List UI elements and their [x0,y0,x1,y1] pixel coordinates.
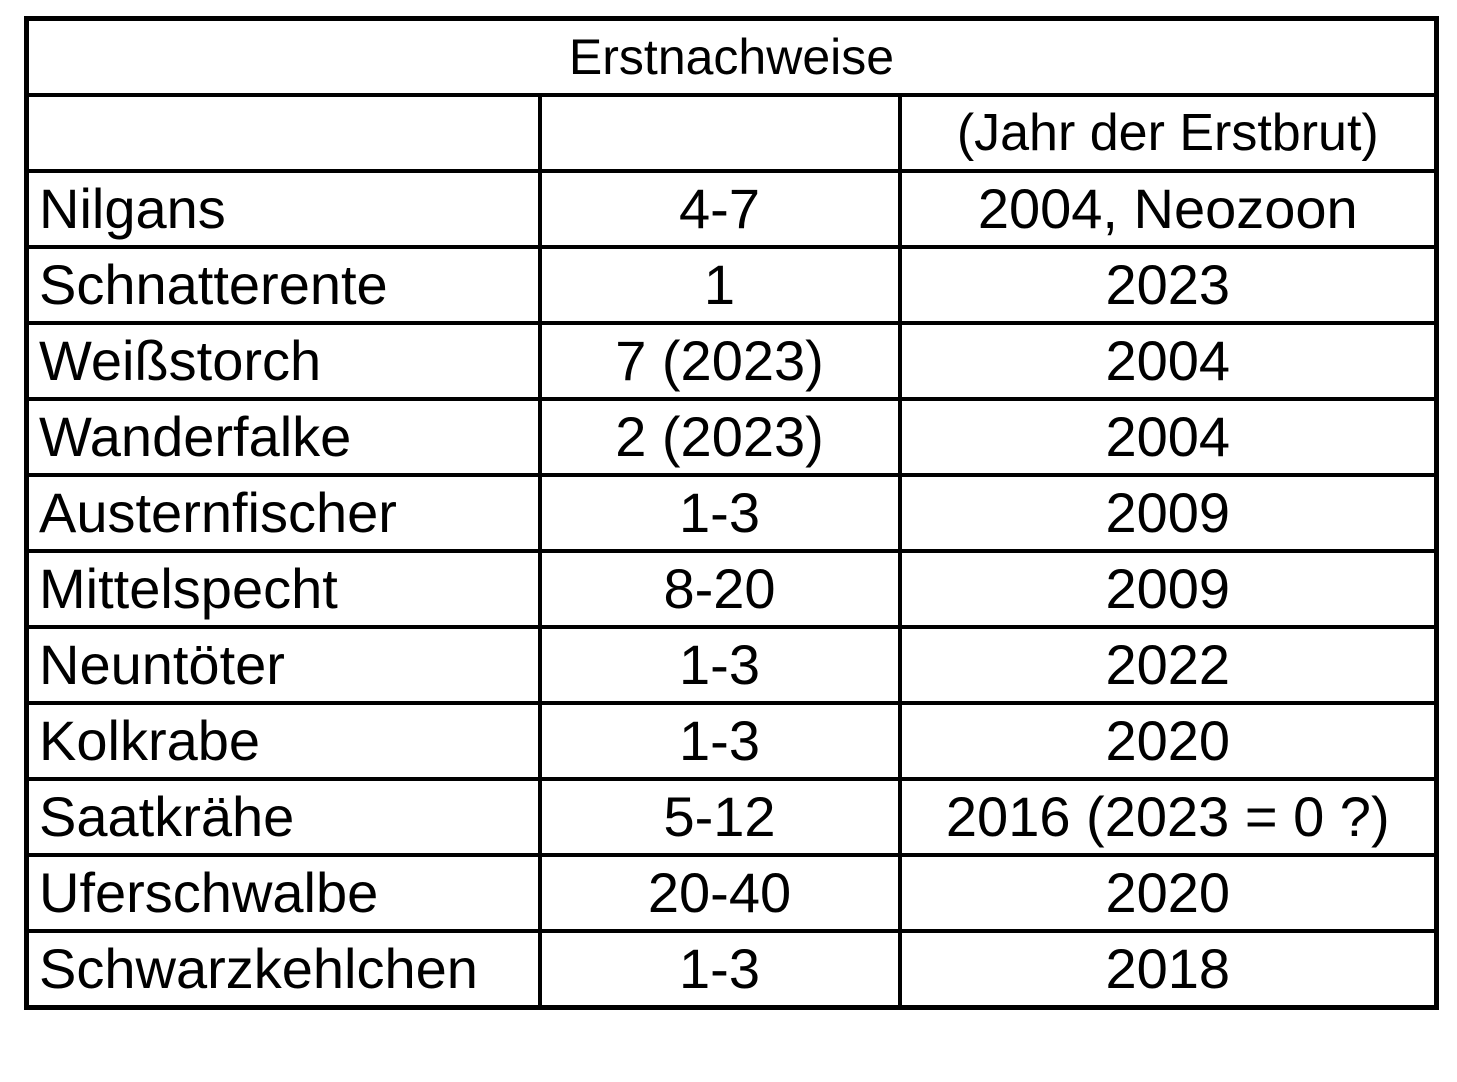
species-cell: Neuntöter [24,625,542,705]
erstnachweise-table: Erstnachweise (Jahr der Erstbrut) Nilgan… [24,16,1440,1010]
first-breeding-cell: 2018 [897,929,1439,1010]
species-cell: Weißstorch [24,321,542,401]
table-row: Nilgans 4-7 2004, Neozoon [24,169,1439,249]
first-breeding-cell: 2009 [897,473,1439,553]
table-row: Wanderfalke 2 (2023) 2004 [24,397,1439,477]
species-cell: Wanderfalke [24,397,542,477]
first-breeding-cell: 2022 [897,625,1439,705]
species-cell: Mittelspecht [24,549,542,629]
count-cell: 1 [537,245,902,325]
count-cell: 20-40 [537,853,902,933]
table-row: Kolkrabe 1-3 2020 [24,701,1439,781]
species-cell: Kolkrabe [24,701,542,781]
table-row: Schwarzkehlchen 1-3 2018 [24,929,1439,1010]
count-cell: 7 (2023) [537,321,902,401]
subheader-row: (Jahr der Erstbrut) [24,93,1439,173]
first-breeding-cell: 2009 [897,549,1439,629]
count-cell: 1-3 [537,473,902,553]
first-breeding-cell: 2020 [897,701,1439,781]
table-row: Neuntöter 1-3 2022 [24,625,1439,705]
species-cell: Austernfischer [24,473,542,553]
table-row: Mittelspecht 8-20 2009 [24,549,1439,629]
table-row: Saatkrähe 5-12 2016 (2023 = 0 ?) [24,777,1439,857]
first-breeding-cell: 2016 (2023 = 0 ?) [897,777,1439,857]
species-cell: Schwarzkehlchen [24,929,542,1010]
table-title: Erstnachweise [24,16,1439,97]
title-row: Erstnachweise [24,16,1439,97]
first-breeding-cell: 2004 [897,397,1439,477]
table-row: Uferschwalbe 20-40 2020 [24,853,1439,933]
species-cell: Nilgans [24,169,542,249]
count-cell: 8-20 [537,549,902,629]
first-breeding-cell: 2023 [897,245,1439,325]
count-cell: 2 (2023) [537,397,902,477]
first-breeding-cell: 2020 [897,853,1439,933]
count-cell: 1-3 [537,929,902,1010]
count-cell: 5-12 [537,777,902,857]
table-row: Austernfischer 1-3 2009 [24,473,1439,553]
table-row: Weißstorch 7 (2023) 2004 [24,321,1439,401]
subheader-cell-count [537,93,902,173]
subheader-cell-first: (Jahr der Erstbrut) [897,93,1439,173]
table-container: Erstnachweise (Jahr der Erstbrut) Nilgan… [24,16,1440,1070]
count-cell: 1-3 [537,701,902,781]
subheader-cell-species [24,93,542,173]
species-cell: Uferschwalbe [24,853,542,933]
first-breeding-cell: 2004, Neozoon [897,169,1439,249]
first-breeding-cell: 2004 [897,321,1439,401]
count-cell: 4-7 [537,169,902,249]
species-cell: Schnatterente [24,245,542,325]
count-cell: 1-3 [537,625,902,705]
species-cell: Saatkrähe [24,777,542,857]
table-row: Schnatterente 1 2023 [24,245,1439,325]
